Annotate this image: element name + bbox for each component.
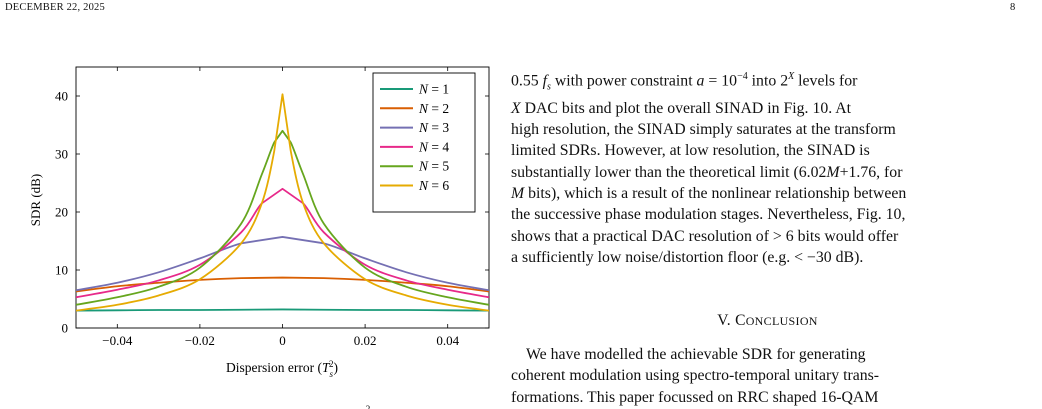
series-line-n1 — [76, 308, 489, 312]
x-tick-label: 0 — [279, 333, 286, 348]
footnote-fragment: 2 — [366, 404, 371, 409]
series-line-n2 — [76, 276, 489, 293]
paragraph-conclusion: We have modelled the achievable SDR for … — [511, 346, 880, 406]
legend-label-n4: N = 4 — [418, 139, 449, 154]
series-line-n4 — [76, 187, 489, 299]
axis-ticks: −0.04 −0.02 0 0.02 0.04 0 10 20 30 40 — [55, 67, 489, 348]
section-heading-conclusion: V. CONCLUSION — [717, 312, 818, 329]
legend-label-n2: N = 2 — [418, 101, 449, 116]
running-header-date: DECEMBER 22, 2025 — [5, 2, 105, 13]
legend-label-n6: N = 6 — [418, 178, 449, 193]
y-tick-label: 20 — [55, 205, 68, 220]
y-tick-label: 30 — [55, 147, 68, 162]
legend-label-n5: N = 5 — [418, 159, 449, 174]
legend: N = 1 N = 2 N = 3 N = 4 N = 5 N = 6 — [372, 72, 476, 213]
y-tick-label: 40 — [55, 89, 68, 104]
series-lines — [76, 93, 489, 312]
x-tick-label: −0.04 — [102, 333, 133, 348]
paragraph-dac-sinad: 0.55 fs with power constraint a = 10−4 i… — [511, 71, 907, 266]
y-tick-label: 0 — [62, 321, 69, 336]
page-number: 8 — [1010, 2, 1016, 13]
x-tick-label: 0.02 — [354, 333, 377, 348]
x-axis-label: Dispersion error (Ts2) — [226, 359, 338, 379]
x-tick-label: −0.02 — [185, 333, 215, 348]
series-line-n5 — [76, 129, 489, 306]
y-tick-label: 10 — [55, 263, 68, 278]
legend-label-n3: N = 3 — [418, 120, 449, 135]
series-line-n3 — [76, 236, 489, 292]
y-axis-label: SDR (dB) — [28, 174, 43, 226]
legend-label-n1: N = 1 — [418, 82, 449, 97]
x-tick-label: 0.04 — [436, 333, 459, 348]
sdr-vs-dispersion-chart: −0.04 −0.02 0 0.02 0.04 0 10 20 30 40 SDR (dB) Di… — [28, 66, 490, 409]
legend-box — [372, 72, 476, 213]
series-line-n6 — [76, 93, 489, 312]
